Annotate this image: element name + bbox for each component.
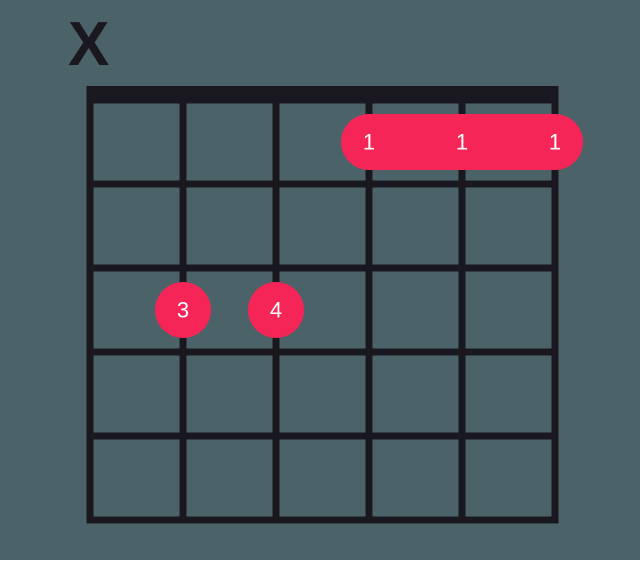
barre-finger-label: 1 (549, 130, 561, 155)
barre-finger-label: 1 (456, 130, 468, 155)
chord-diagram: 1 1 1 3 4 X (0, 0, 640, 560)
finger-label: 3 (177, 298, 189, 323)
finger-label: 4 (270, 298, 282, 323)
mute-marker: X (68, 9, 109, 80)
barre-finger-label: 1 (363, 130, 375, 155)
chord-svg: 1 1 1 3 4 (0, 0, 640, 560)
